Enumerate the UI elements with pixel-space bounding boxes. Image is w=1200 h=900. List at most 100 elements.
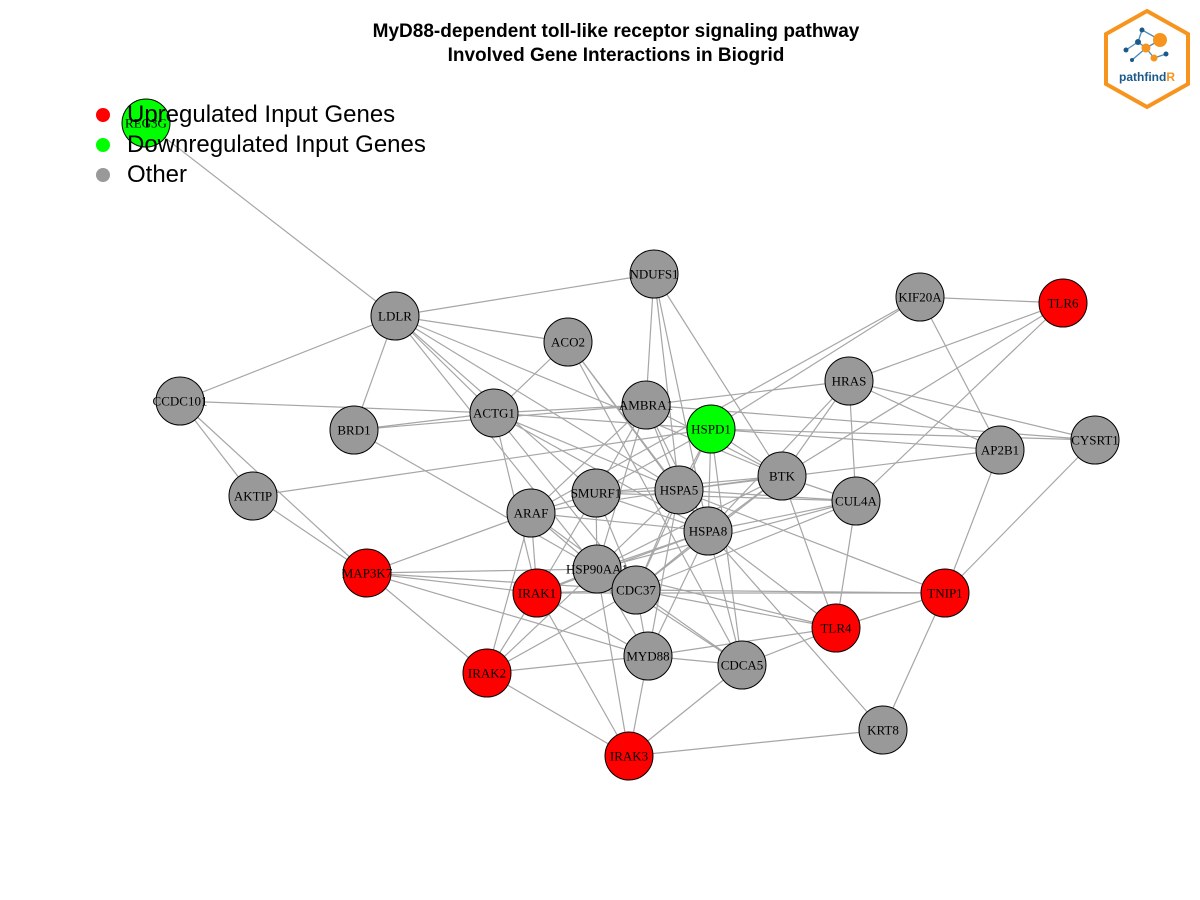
node-label-aco2: ACO2 [551,335,585,350]
edge-hsp90aa1-irak3 [596,568,630,757]
node-circle-irak2 [462,648,512,698]
node-circle-hras [824,356,874,406]
node-circle-cdc37 [611,565,661,615]
node-label-hspa8: HSPA8 [689,524,728,539]
node-circle-tlr4 [811,603,861,653]
edge-smurf1-cul4a [595,492,857,502]
edge-reg3g-ldlr [145,122,396,317]
pathfindr-logo: pathfindR [1104,8,1190,110]
node-tnip1: TNIP1 [920,568,970,618]
legend-label-other: Other [127,161,188,188]
edge-hspd1-ap2b1 [710,428,1001,451]
node-cdca5: CDCA5 [717,640,767,690]
edge-hspa5-myd88 [647,489,680,657]
edge-araf-hspa8 [530,512,709,532]
node-label-brd1: BRD1 [337,423,370,438]
node-label-smurf1: SMURF1 [571,486,622,501]
edge-ccdc101-actg1 [179,400,495,414]
node-label-tlr6: TLR6 [1047,296,1079,311]
edge-ambra1-hsp90aa1 [596,404,647,570]
node-label-map3k7: MAP3K7 [342,566,393,581]
edge-map3k7-irak1 [366,572,538,594]
node-label-araf: ARAF [514,506,549,521]
node-label-tnip1: TNIP1 [927,586,962,601]
node-circle-aco2 [543,317,593,367]
node-circle-btk [757,451,807,501]
edge-cysrt1-tnip1 [944,439,1096,594]
edge-cul4a-hspa8 [707,500,857,532]
node-circle-hsp90aa1 [572,544,622,594]
node-hspa5: HSPA5 [654,465,704,515]
node-ccdc101: CCDC101 [153,376,208,426]
edge-cul4a-cdc37 [635,500,857,591]
edge-ambra1-araf [530,404,647,514]
node-label-aktip: AKTIP [234,489,272,504]
node-label-kif20a: KIF20A [898,290,942,305]
edge-aco2-cdca5 [567,341,743,666]
node-ambra1: AMBRA1 [619,380,673,430]
edge-ndufs1-btk [653,273,783,477]
node-label-cdca5: CDCA5 [721,658,764,673]
edge-irak1-irak3 [536,592,630,757]
node-circle-myd88 [623,631,673,681]
edge-ndufs1-hspa5 [653,273,680,491]
node-hspa8: HSPA8 [683,506,733,556]
node-label-ndufs1: NDUFS1 [629,267,678,282]
node-tlr4: TLR4 [811,603,861,653]
legend: Upregulated Input Genes Downregulated In… [96,100,426,190]
node-label-cul4a: CUL4A [835,494,878,509]
node-araf: ARAF [506,488,556,538]
node-label-krt8: KRT8 [867,723,899,738]
node-circle-hspd1 [686,404,736,454]
legend-item-upregulated: Upregulated Input Genes [96,100,426,130]
edge-tlr6-hras [848,302,1064,382]
logo-text: pathfind [1119,70,1166,84]
node-circle-ap2b1 [975,425,1025,475]
node-aktip: AKTIP [228,471,278,521]
legend-dot-downregulated [96,138,110,152]
node-circle-tlr6 [1038,278,1088,328]
edge-map3k7-irak2 [366,572,488,674]
node-circle-kif20a [895,272,945,322]
node-circle-cysrt1 [1070,415,1120,465]
svg-text:pathfindR: pathfindR [1119,70,1175,84]
edge-ldlr-ndufs1 [394,273,655,317]
node-tlr6: TLR6 [1038,278,1088,328]
node-myd88: MYD88 [623,631,673,681]
edge-hspa8-krt8 [707,530,884,731]
node-map3k7: MAP3K7 [342,548,393,598]
node-label-irak2: IRAK2 [468,666,506,681]
legend-label-upregulated: Upregulated Input Genes [127,101,396,128]
node-krt8: KRT8 [858,705,908,755]
node-cdc37: CDC37 [611,565,661,615]
chart-title: MyD88-dependent toll-like receptor signa… [0,20,1200,68]
edge-hspd1-cysrt1 [710,428,1096,441]
node-circle-cul4a [831,476,881,526]
node-label-hras: HRAS [832,374,867,389]
node-circle-aktip [228,471,278,521]
edge-kif20a-hspd1 [710,296,921,430]
node-circle-ndufs1 [629,249,679,299]
edge-actg1-ambra1 [493,404,647,414]
node-circle-irak1 [512,568,562,618]
node-ldlr: LDLR [370,291,420,341]
node-circle-actg1 [469,388,519,438]
node-label-ccdc101: CCDC101 [153,394,208,409]
node-smurf1: SMURF1 [571,468,622,518]
edge-ldlr-ccdc101 [179,315,396,402]
node-circle-brd1 [329,405,379,455]
node-label-ap2b1: AP2B1 [981,443,1019,458]
title-line-2: Involved Gene Interactions in Biogrid [447,45,785,66]
title-line-1: MyD88-dependent toll-like receptor signa… [372,21,860,42]
edge-irak3-krt8 [628,729,884,757]
node-circle-map3k7 [342,548,392,598]
node-label-irak1: IRAK1 [518,586,556,601]
edge-ap2b1-tnip1 [944,449,1001,594]
edge-map3k7-myd88 [366,572,649,657]
node-label-ambra1: AMBRA1 [619,398,673,413]
node-actg1: ACTG1 [469,388,519,438]
node-ndufs1: NDUFS1 [629,249,679,299]
edge-hspd1-aktip [252,428,712,497]
edge-hspa5-tnip1 [678,489,946,594]
